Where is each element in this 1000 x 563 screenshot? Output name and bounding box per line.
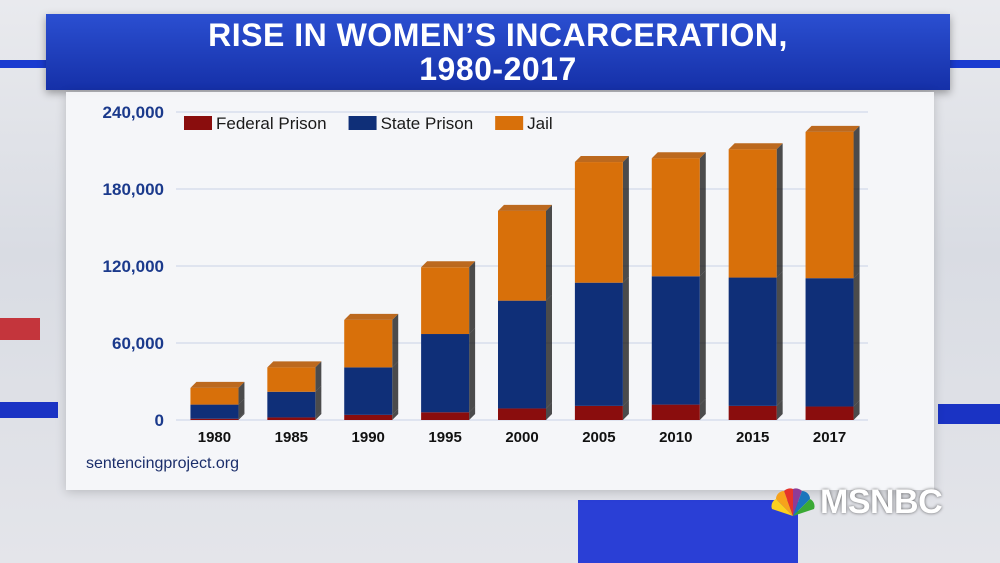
- bar-side: [699, 398, 706, 420]
- bar-side: [238, 381, 245, 405]
- bar-segment: [190, 418, 239, 420]
- bar-side: [622, 276, 629, 406]
- legend-label: Federal Prison: [216, 114, 327, 133]
- bar-top: [498, 204, 552, 211]
- bar-top: [267, 361, 322, 368]
- y-tick-label: 240,000: [103, 103, 164, 122]
- bar-side: [546, 402, 552, 420]
- bar-segment: [498, 300, 546, 409]
- bar-top: [805, 125, 860, 132]
- chart-title-line-2: 1980-2017: [419, 51, 577, 87]
- bar-side: [699, 152, 706, 277]
- legend-swatch: [348, 116, 377, 130]
- background-stripe-right: [950, 60, 1000, 68]
- bar-side: [853, 272, 860, 407]
- bar-top: [574, 156, 629, 163]
- bar-top: [421, 261, 476, 268]
- x-tick-label: 1995: [428, 429, 461, 446]
- bar-segment: [651, 404, 700, 420]
- x-tick-label: 1990: [352, 429, 385, 446]
- x-tick-label: 1985: [275, 429, 308, 446]
- bar-side: [238, 412, 245, 420]
- legend-swatch: [184, 116, 212, 130]
- msnbc-wordmark: MSNBC: [820, 482, 943, 521]
- title-bar: RISE IN WOMEN’S INCARCERATION, 1980-2017: [46, 14, 950, 90]
- y-tick-label: 0: [155, 411, 164, 430]
- bar-segment: [267, 367, 316, 392]
- bar-segment: [574, 162, 623, 283]
- bar-top: [651, 152, 706, 159]
- x-tick-label: 2005: [582, 429, 615, 446]
- bar-side: [546, 204, 552, 301]
- x-tick-label: 2015: [736, 429, 769, 446]
- bar-side: [392, 408, 399, 420]
- peacock-icon: [771, 488, 815, 516]
- bar-side: [315, 361, 322, 392]
- chart-title-line-1: RISE IN WOMEN’S INCARCERATION,: [208, 17, 788, 53]
- y-tick-label: 60,000: [112, 334, 164, 353]
- bar-segment: [421, 412, 470, 420]
- bar-side: [392, 313, 399, 368]
- bar-segment: [267, 391, 316, 418]
- legend-swatch: [495, 116, 524, 130]
- bar-segment: [651, 276, 700, 405]
- bar-side: [469, 328, 476, 413]
- bar-segment: [728, 405, 777, 420]
- bar-segment: [651, 158, 700, 277]
- x-tick-label: 2010: [659, 429, 692, 446]
- background-blue-accent-left: [0, 402, 58, 418]
- bar-segment: [344, 319, 393, 368]
- bar-side: [392, 361, 399, 415]
- bar-side: [238, 398, 245, 419]
- bar-side: [853, 125, 860, 279]
- bar-segment: [574, 405, 623, 420]
- bar-top: [344, 313, 399, 320]
- bar-top: [728, 143, 783, 150]
- bar-segment: [344, 414, 393, 420]
- bar-segment: [805, 406, 854, 420]
- bar-segment: [805, 131, 854, 279]
- background-red-accent: [0, 318, 40, 340]
- bar-side: [699, 270, 706, 405]
- bar-segment: [574, 282, 623, 406]
- bar-side: [776, 399, 783, 420]
- x-tick-label: 1980: [198, 429, 231, 446]
- bar-segment: [190, 387, 239, 405]
- bar-side: [469, 261, 476, 335]
- bar-side: [469, 406, 476, 420]
- bar-side: [853, 400, 860, 420]
- y-tick-label: 120,000: [103, 257, 164, 276]
- bar-top: [190, 381, 245, 388]
- bar-side: [622, 399, 629, 420]
- bar-side: [776, 271, 783, 406]
- bar-segment: [728, 149, 777, 278]
- bar-side: [622, 156, 629, 283]
- legend-label: State Prison: [381, 114, 474, 133]
- bar-segment: [421, 334, 470, 413]
- network-logo: MSNBC: [770, 482, 943, 521]
- bar-segment: [190, 404, 239, 419]
- background-stripe-left: [0, 60, 50, 68]
- legend-label: Jail: [527, 114, 553, 133]
- bar-segment: [421, 267, 470, 335]
- bar-segment: [498, 210, 546, 301]
- source-credit: sentencingproject.org: [86, 455, 239, 472]
- bar-segment: [805, 278, 854, 407]
- bar-side: [315, 411, 322, 420]
- bar-segment: [267, 417, 316, 420]
- bar-segment: [498, 408, 546, 420]
- bar-side: [315, 385, 322, 418]
- bar-segment: [344, 367, 393, 415]
- bar-side: [546, 294, 552, 409]
- background-blue-bottom-block: [578, 500, 798, 563]
- x-tick-label: 2000: [505, 429, 538, 446]
- bar-segment: [728, 277, 777, 406]
- background-blue-accent-right: [938, 404, 1000, 424]
- x-tick-label: 2017: [813, 429, 846, 446]
- bar-side: [776, 143, 783, 278]
- y-tick-label: 180,000: [103, 180, 164, 199]
